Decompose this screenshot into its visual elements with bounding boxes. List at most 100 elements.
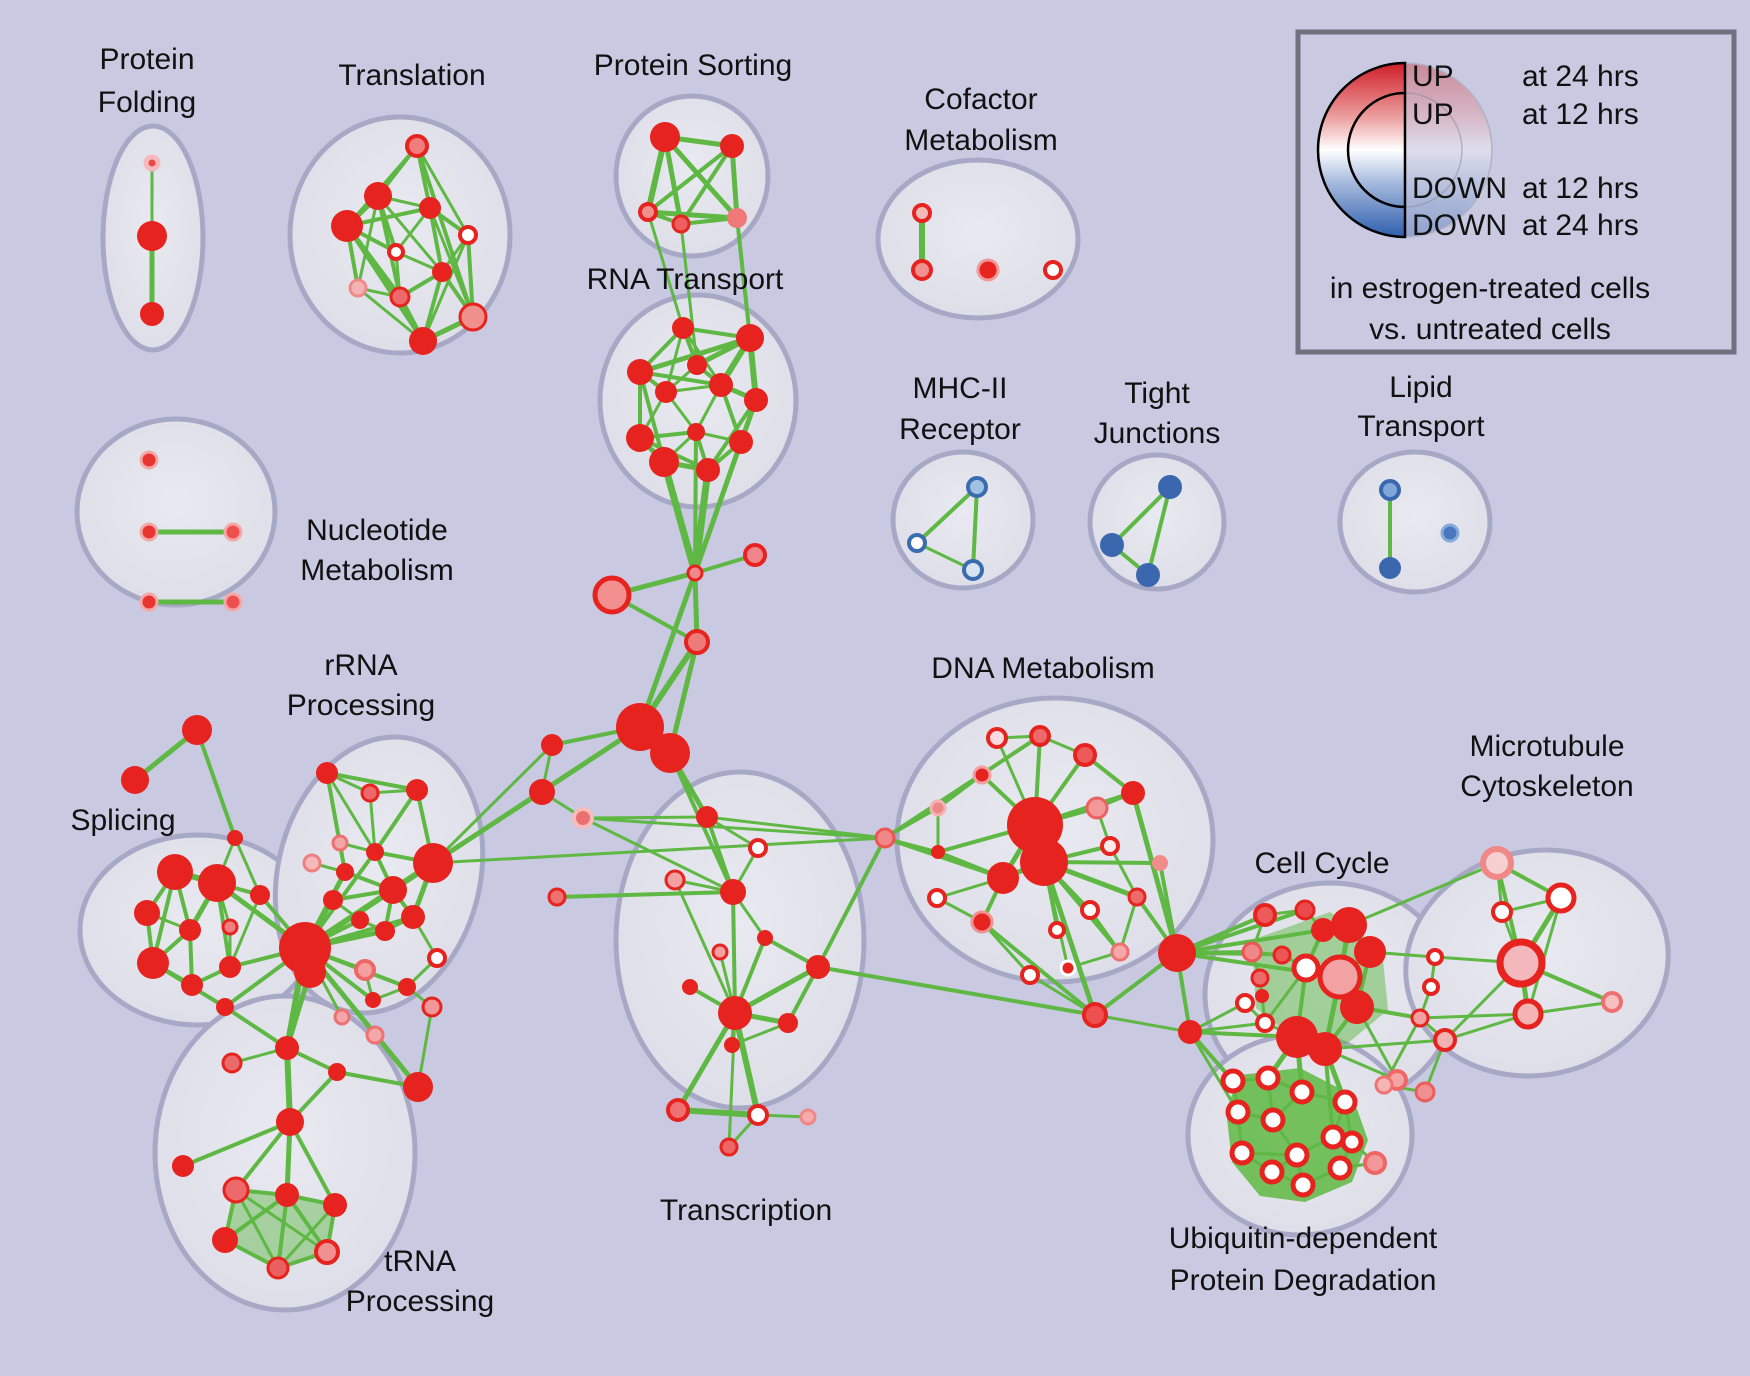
network-node [986,727,1008,749]
network-node [687,355,707,375]
legend-box [1295,29,1737,355]
network-node [137,947,169,979]
network-node [1225,1099,1251,1125]
network-node [1178,1020,1202,1044]
network-node [1440,523,1460,543]
network-edge [727,1011,737,1149]
network-node [181,974,203,996]
network-node [1260,1107,1286,1133]
cluster-label-tight-junctions: Tight [1124,377,1190,410]
cluster-ellipse-cofactor-metabolism [875,157,1081,321]
network-node [379,876,407,904]
network-node [1290,1172,1316,1198]
network-node [221,1052,243,1074]
legend-inner-arc-right [1404,92,1463,208]
network-node [1029,725,1051,747]
cluster-label-microtubule-cytoskeleton: Microtubule [1469,730,1624,763]
network-node [907,533,927,553]
network-edge [555,890,735,899]
cluster-label-cofactor-metabolism: Metabolism [904,124,1057,157]
network-edge [692,439,744,576]
network-edge [581,816,735,894]
network-node [748,838,768,858]
network-node [724,1037,740,1053]
network-node [360,783,380,803]
network-node [1048,921,1066,939]
network-node [331,834,349,852]
network-edge [1146,485,1172,577]
network-edge [431,790,544,865]
network-edge [816,965,1097,1017]
network-node [1229,1140,1255,1166]
network-node [198,864,236,902]
cluster-label-trna-processing: Processing [346,1285,494,1318]
network-node [1253,903,1277,927]
network-node [727,208,747,228]
network-node [1291,953,1321,983]
cluster-label-ubiquitin-degradation: Ubiquitin-dependent [1169,1222,1438,1255]
network-node [314,1239,340,1265]
network-node [387,243,405,261]
network-node [275,1036,299,1060]
network-node [1422,978,1440,996]
network-node [1152,855,1168,871]
network-node [655,381,677,403]
network-node [1289,1079,1315,1105]
network-edge [325,771,419,792]
network-node [976,258,1000,282]
network-node [328,1063,346,1081]
network-node [778,1013,798,1033]
network-node [1020,965,1040,985]
network-node [1294,899,1316,921]
legend-time-label: at 24 hrs [1522,209,1639,242]
network-node [323,890,343,910]
network-edge [637,335,753,375]
cluster-label-cofactor-metabolism: Cofactor [924,83,1037,116]
network-node [323,1193,347,1217]
cluster-ellipse-mhc-ii-receptor [890,449,1036,591]
network-node [222,1176,250,1204]
network-edge [431,743,554,865]
network-node [1491,901,1513,923]
network-node [541,734,563,756]
cluster-label-translation: Translation [338,59,485,92]
network-node [547,887,567,907]
network-node [1354,936,1386,968]
network-node [139,450,159,470]
network-edge [368,791,377,854]
cluster-label-rrna-processing: Processing [287,689,435,722]
network-node [351,911,369,929]
cluster-label-protein-sorting: Protein Sorting [594,49,792,82]
network-node [375,921,395,941]
legend-caption: vs. untreated cells [1369,313,1611,346]
network-edge [415,144,470,237]
cluster-label-mhc-ii-receptor: MHC-II [913,372,1008,405]
network-node [671,214,691,234]
network-node [1250,968,1270,988]
network-node [927,888,947,908]
network-node [364,182,392,210]
cluster-ellipse-transcription [613,769,867,1111]
cluster-label-lipid-transport: Transport [1357,410,1485,443]
network-node [221,918,239,936]
network-edge [581,815,709,820]
network-node [1317,954,1363,1000]
network-node [179,919,201,941]
network-node [1414,1081,1436,1103]
network-node [1073,743,1097,767]
network-node [139,592,159,612]
network-edge [1526,896,1563,1016]
network-edge [646,210,685,330]
legend-direction-label: DOWN [1412,209,1507,242]
network-edge [276,1203,337,1270]
network-node [157,854,193,890]
network-node [1080,900,1100,920]
network-node [1327,1155,1353,1181]
network-edge [415,144,475,319]
network-node [736,324,764,352]
network-node [1496,938,1546,988]
network-edge [431,836,887,865]
network-node [1331,907,1367,943]
network-node [1320,1124,1346,1150]
